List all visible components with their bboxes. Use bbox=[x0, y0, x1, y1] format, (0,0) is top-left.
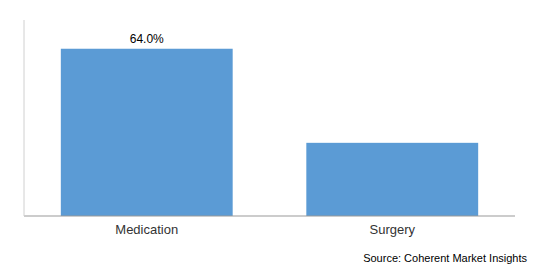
data-label: 64.0% bbox=[130, 32, 164, 46]
x-axis bbox=[24, 216, 515, 217]
bar bbox=[61, 49, 233, 216]
chart: 64.0% Medication Surgery Source: Coherent M… bbox=[0, 0, 539, 272]
bars bbox=[61, 49, 478, 216]
bar bbox=[306, 143, 478, 216]
category-label: Medication bbox=[115, 222, 178, 237]
y-axis bbox=[24, 20, 25, 216]
source-note: Source: Coherent Market Insights bbox=[363, 252, 527, 264]
category-label: Surgery bbox=[369, 222, 415, 237]
